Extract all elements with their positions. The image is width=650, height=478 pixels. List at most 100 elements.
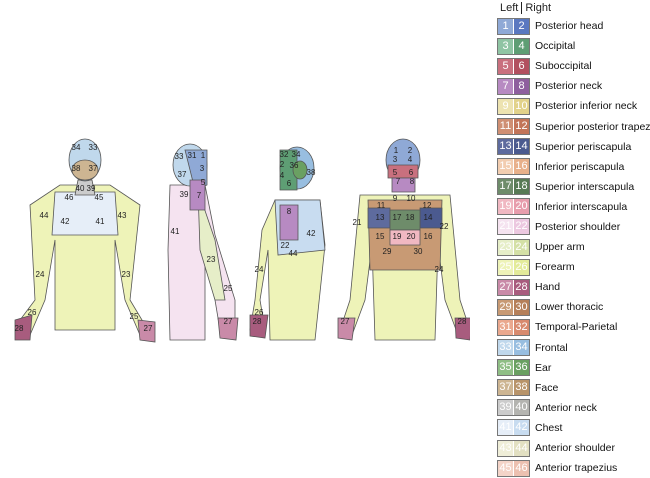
region-number: 6 xyxy=(409,168,414,177)
legend-label: Posterior neck xyxy=(535,80,603,93)
legend-item: 1 2 Posterior head xyxy=(478,16,650,36)
region-number: 31 xyxy=(188,151,197,160)
swatch-right: 34 xyxy=(513,340,529,356)
region-number: 18 xyxy=(406,213,415,222)
region-number: 17 xyxy=(393,213,402,222)
swatch-left: 29 xyxy=(498,299,513,315)
legend-label: Occipital xyxy=(535,40,576,53)
legend-label: Hand xyxy=(535,281,561,294)
legend-item: 29 30 Lower thoracic xyxy=(478,297,650,317)
swatch-right: 40 xyxy=(513,400,529,416)
swatch-right: 14 xyxy=(513,139,529,155)
legend-swatch: 13 14 xyxy=(497,138,530,156)
region-number: 25 xyxy=(224,284,233,293)
legend-item: 27 28 Hand xyxy=(478,277,650,297)
region-number: 28 xyxy=(253,317,262,326)
region-number: 28 xyxy=(458,317,467,326)
swatch-left: 15 xyxy=(498,159,513,175)
figure-anterior xyxy=(14,138,156,343)
swatch-right: 8 xyxy=(513,78,529,94)
swatch-right: 46 xyxy=(513,460,529,476)
swatch-left: 37 xyxy=(498,380,513,396)
region-number: 5 xyxy=(393,168,398,177)
legend-label: Posterior head xyxy=(535,20,604,33)
legend-item: 45 46 Anterior trapezius xyxy=(478,458,650,478)
region-number: 24 xyxy=(255,265,264,274)
swatch-left: 11 xyxy=(498,119,513,135)
legend-item: 19 20 Inferior interscapula xyxy=(478,197,650,217)
swatch-left: 45 xyxy=(498,460,513,476)
region-number: 39 xyxy=(87,184,96,193)
legend-swatch: 37 38 xyxy=(497,379,530,397)
swatch-left: 1 xyxy=(498,18,513,34)
swatch-left: 25 xyxy=(498,259,513,275)
region-number: 39 xyxy=(180,190,189,199)
region-number: 43 xyxy=(118,211,127,220)
legend-label: Posterior shoulder xyxy=(535,220,621,233)
swatch-right: 22 xyxy=(513,219,529,235)
swatch-right: 36 xyxy=(513,360,529,376)
swatch-right: 24 xyxy=(513,239,529,255)
region-number: 21 xyxy=(353,218,362,227)
legend-swatch: 45 46 xyxy=(497,459,530,477)
legend-item: 41 42 Chest xyxy=(478,418,650,438)
legend: Left Right 1 2 Posterior head 3 4 Occipital 5 6 S… xyxy=(478,2,650,478)
region-number: 37 xyxy=(178,170,187,179)
legend-swatch: 19 20 xyxy=(497,198,530,216)
region-number: 16 xyxy=(424,232,433,241)
region-number: 44 xyxy=(40,211,49,220)
swatch-right: 12 xyxy=(513,119,529,135)
figure-lateral xyxy=(167,143,239,341)
legend-item: 3 4 Occipital xyxy=(478,36,650,56)
right-header: Right xyxy=(525,2,552,14)
legend-item: 7 8 Posterior neck xyxy=(478,76,650,96)
swatch-right: 6 xyxy=(513,58,529,74)
swatch-right: 10 xyxy=(513,98,529,114)
swatch-right: 18 xyxy=(513,179,529,195)
region-number: 40 xyxy=(76,184,85,193)
region-number: 34 xyxy=(72,143,81,152)
legend-label: Posterior inferior neck xyxy=(535,100,638,113)
legend-label: Superior posterior trapezius xyxy=(535,120,650,133)
region-number: 30 xyxy=(414,247,423,256)
legend-label: Suboccipital xyxy=(535,60,592,73)
swatch-left: 31 xyxy=(498,319,513,335)
region-number: 11 xyxy=(377,201,386,210)
region-number: 27 xyxy=(144,324,153,333)
legend-label: Superior periscapula xyxy=(535,140,632,153)
region-number: 4 xyxy=(408,155,413,164)
region-number: 13 xyxy=(376,213,385,222)
legend-item: 5 6 Suboccipital xyxy=(478,56,650,76)
region-number: 28 xyxy=(15,324,24,333)
region-number: 24 xyxy=(435,265,444,274)
region-number: 12 xyxy=(423,201,432,210)
legend-item: 9 10 Posterior inferior neck xyxy=(478,96,650,116)
region-number: 1 xyxy=(201,151,206,160)
legend-label: Anterior shoulder xyxy=(535,442,615,455)
region-number: 44 xyxy=(289,249,298,258)
swatch-left: 7 xyxy=(498,78,513,94)
region-number: 27 xyxy=(224,317,233,326)
region-number: 22 xyxy=(281,241,290,250)
region-number: 45 xyxy=(95,193,104,202)
legend-item: 39 40 Anterior neck xyxy=(478,398,650,418)
swatch-right: 2 xyxy=(513,18,529,34)
region-number: 20 xyxy=(407,232,416,241)
legend-swatch: 23 24 xyxy=(497,238,530,256)
region-number: 26 xyxy=(28,308,37,317)
legend-label: Temporal-Parietal xyxy=(535,321,618,334)
region-number: 23 xyxy=(207,255,216,264)
region-number: 33 xyxy=(89,143,98,152)
region-number: 42 xyxy=(61,217,70,226)
swatch-left: 5 xyxy=(498,58,513,74)
legend-label: Chest xyxy=(535,421,563,434)
swatch-right: 4 xyxy=(513,38,529,54)
region-number: 14 xyxy=(424,213,433,222)
region-number: 7 xyxy=(396,177,401,186)
legend-swatch: 21 22 xyxy=(497,218,530,236)
legend-label: Forearm xyxy=(535,261,575,274)
region-number: 4 xyxy=(280,171,285,180)
swatch-left: 41 xyxy=(498,420,513,436)
